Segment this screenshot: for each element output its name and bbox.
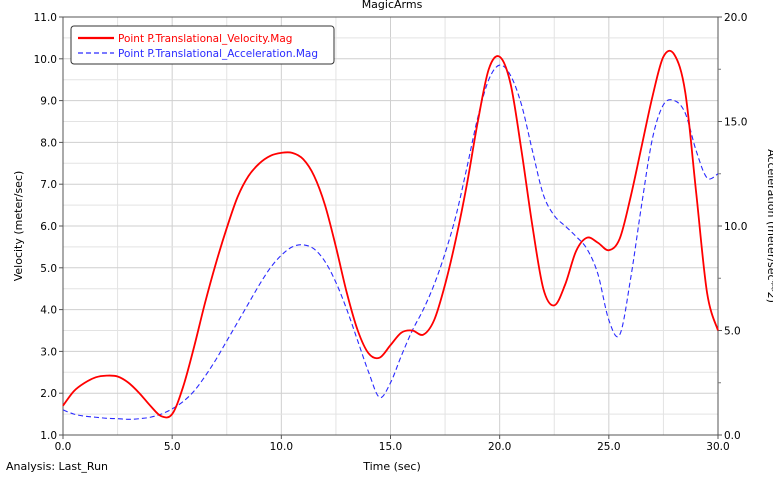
series-line-acceleration [62,64,719,420]
y-left-tick-label: 1.0 [40,430,57,442]
y-left-tick-label: 11.0 [34,12,57,24]
legend-label-acceleration: Point P.Translational_Acceleration.Mag [118,48,318,60]
y-left-tick-label: 3.0 [40,346,57,358]
legend-box [70,25,335,65]
y-left-tick-label: 4.0 [40,305,57,317]
x-tick-label: 25.0 [597,441,620,453]
y-left-tick-label: 5.0 [40,263,57,275]
y-left-tick-label: 6.0 [40,221,57,233]
y-axis-right-label: Acceleration (meter/sec**2) [765,149,773,303]
y-right-tick-label: 0.0 [724,430,741,442]
legend-label-velocity: Point P.Translational_Velocity.Mag [118,33,292,45]
y-right-tick-label: 15.0 [724,117,747,129]
series-layer [62,49,719,420]
y-right-tick-label: 20.0 [724,12,747,24]
x-tick-label: 20.0 [488,441,511,453]
tick-labels: 0.0 5.0 10.0 15.0 20.0 25.0 30.0 1.0 2.0 3.0 4.0 5.… [34,12,748,453]
y-left-tick-label: 8.0 [40,137,57,149]
y-left-tick-label: 9.0 [40,96,57,108]
x-axis-label: Time (sec) [362,460,421,473]
x-tick-label: 10.0 [270,441,293,453]
y-right-tick-label: 5.0 [724,326,741,338]
x-tick-label: 15.0 [379,441,402,453]
series-line-velocity [62,49,719,419]
y-right-tick-label: 10.0 [724,221,747,233]
x-tick-label: 5.0 [164,441,181,453]
chart-title: MagicArms [362,0,423,11]
y-left-tick-label: 10.0 [34,54,57,66]
y-left-tick-label: 7.0 [40,179,57,191]
x-tick-label: 0.0 [55,441,72,453]
y-left-tick-label: 2.0 [40,388,57,400]
x-tick-label: 30.0 [706,441,729,453]
grid [62,16,719,436]
legend: Point P.Translational_Velocity.Mag Point… [70,25,335,65]
y-axis-left-label: Velocity (meter/sec) [12,171,25,282]
analysis-footer: Analysis: Last_Run [6,460,108,473]
